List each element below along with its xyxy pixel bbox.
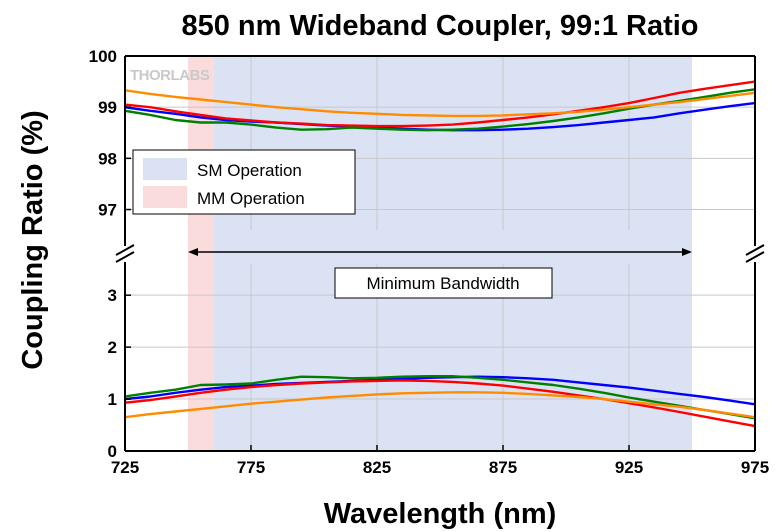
legend-swatch-mm [143,186,187,208]
tick-labels: 725 775 825 875 925 975 97 98 99 100 0 1 2 3 [89,47,770,477]
lower-series-1-line [124,379,756,428]
x-axis-title: Wavelength (nm) [324,498,557,530]
break-mark-left [115,251,135,263]
upper-series-1-line [124,80,756,128]
break-mark-left [115,244,135,256]
x-tick-label: 975 [741,458,769,477]
lower-series-2-line [124,375,756,420]
y-tick-label-lower: 2 [108,338,117,357]
series-upper-group [124,80,756,132]
bandwidth-annotation: Minimum Bandwidth [188,248,692,299]
axis-break-marks [115,244,765,263]
axes-frame [124,55,756,452]
x-tick-label: 925 [615,458,643,477]
bandwidth-arrowhead-left [188,248,198,256]
series-lower-group [124,375,756,428]
y-tick-label-lower: 3 [108,286,117,305]
y-tick-label-upper: 97 [98,201,117,220]
y-tick-label-upper: 100 [89,47,117,66]
break-mark-right [745,244,765,256]
x-tick-label: 825 [363,458,391,477]
thorlabs-logo: THORLABS [130,67,210,84]
lower-series-3-line [124,391,756,419]
annotation-label: Minimum Bandwidth [366,274,519,293]
y-axis-title: Coupling Ratio (%) [17,110,49,369]
annotation-box [334,267,553,299]
y-tick-label-upper: 98 [98,149,117,168]
bandwidth-arrowhead-right [682,248,692,256]
x-tick-label: 875 [489,458,517,477]
legend-label-mm: MM Operation [197,189,305,208]
chart-title: 850 nm Wideband Coupler, 99:1 Ratio [181,10,698,42]
x-tick-label: 725 [111,458,139,477]
lower-series-0-line [124,375,756,406]
y-tick-label-lower: 0 [108,442,117,461]
break-mark-right [745,251,765,263]
upper-series-3-line [124,89,756,118]
x-tick-label: 775 [237,458,265,477]
legend-swatch-sm [143,158,187,180]
y-tick-label-upper: 99 [98,98,117,117]
legend: SM Operation MM Operation [132,149,356,215]
y-tick-label-lower: 1 [108,390,117,409]
legend-label-sm: SM Operation [197,161,302,180]
